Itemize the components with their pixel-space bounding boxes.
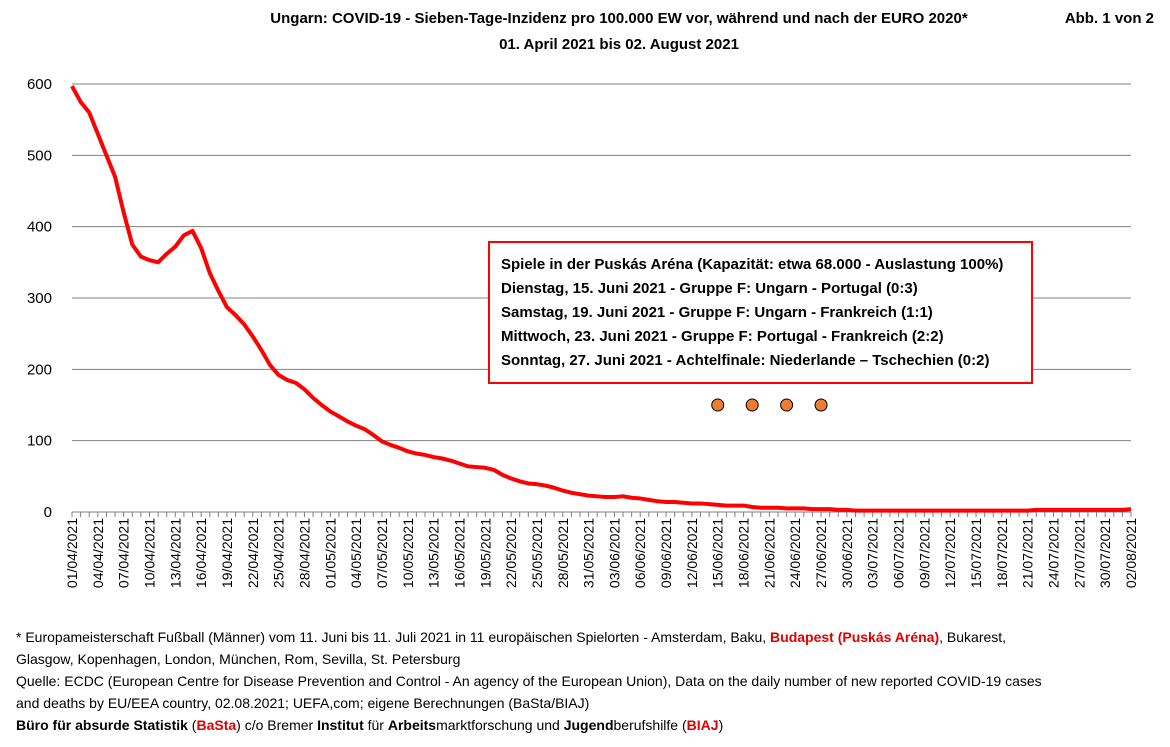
credit-part: Büro für absurde Statistik <box>16 717 188 733</box>
match-marker <box>745 398 759 412</box>
annotation-line: Sonntag, 27. Juni 2021 - Achtelfinale: N… <box>501 352 989 369</box>
credit-part: Institut <box>317 717 364 733</box>
footnote-line-1: * Europameisterschaft Fußball (Männer) v… <box>16 626 1156 648</box>
match-marker <box>780 398 794 412</box>
y-tick-label: 600 <box>27 76 52 93</box>
x-tick-label: 30/07/2021 <box>1097 518 1113 588</box>
figure-label: Abb. 1 von 2 <box>1064 10 1154 27</box>
x-tick-label: 04/04/2021 <box>90 518 106 588</box>
source-line-1: Quelle: ECDC (European Centre for Diseas… <box>16 673 1042 689</box>
x-tick-label: 31/05/2021 <box>581 518 597 588</box>
x-tick-label: 12/06/2021 <box>684 518 700 588</box>
annotation-line: Mittwoch, 23. Juni 2021 - Gruppe F: Port… <box>501 328 944 345</box>
source-line-2: and deaths by EU/EEA country, 02.08.2021… <box>16 695 590 711</box>
x-tick-label: 22/04/2021 <box>245 518 261 588</box>
y-tick-label: 100 <box>27 433 52 450</box>
x-tick-label: 15/06/2021 <box>710 518 726 588</box>
annotation-line: Spiele in der Puskás Aréna (Kapazität: e… <box>501 256 1003 273</box>
x-tick-label: 19/04/2021 <box>219 518 235 588</box>
x-tick-label: 25/04/2021 <box>271 518 287 588</box>
annotation-line: Dienstag, 15. Juni 2021 - Gruppe F: Unga… <box>501 280 918 297</box>
credit-part: ( <box>187 717 197 733</box>
y-tick-label: 500 <box>27 147 52 164</box>
x-tick-label: 10/05/2021 <box>400 518 416 588</box>
credit-part: berufshilfe ( <box>613 717 687 733</box>
series-line <box>70 85 1132 513</box>
x-tick-label: 25/05/2021 <box>529 518 545 588</box>
y-tick-label: 400 <box>27 219 52 236</box>
footnotes: * Europameisterschaft Fußball (Männer) v… <box>16 626 1156 736</box>
x-tick-label: 01/05/2021 <box>322 518 338 588</box>
x-tick-label: 03/06/2021 <box>606 518 622 588</box>
x-tick-label: 18/06/2021 <box>736 518 752 588</box>
x-tick-label: 06/06/2021 <box>632 518 648 588</box>
x-tick-label: 28/05/2021 <box>555 518 571 588</box>
x-tick-label: 07/05/2021 <box>374 518 390 588</box>
x-tick-label: 02/08/2021 <box>1123 518 1139 588</box>
x-tick-label: 27/07/2021 <box>1071 518 1087 588</box>
x-tick-label: 16/04/2021 <box>193 518 209 588</box>
credit-part: BaSta <box>196 717 237 733</box>
y-tick-label: 300 <box>27 290 52 307</box>
x-tick-label: 04/05/2021 <box>348 518 364 588</box>
footnote-highlight: Budapest (Puskás Aréna) <box>770 629 940 645</box>
credit-part: ) <box>718 717 724 733</box>
y-tick-label: 0 <box>44 504 52 521</box>
match-marker <box>814 398 828 412</box>
x-tick-label: 24/06/2021 <box>787 518 803 588</box>
credit-part: ) c/o Bremer <box>236 717 318 733</box>
x-tick-label: 10/04/2021 <box>141 518 157 588</box>
x-tick-label: 01/04/2021 <box>64 518 80 588</box>
x-tick-label: 12/07/2021 <box>942 518 958 588</box>
x-tick-label: 13/04/2021 <box>167 518 183 588</box>
x-tick-label: 16/05/2021 <box>451 518 467 588</box>
x-tick-label: 18/07/2021 <box>994 518 1010 588</box>
annotation-line: Samstag, 19. Juni 2021 - Gruppe F: Ungar… <box>501 304 933 321</box>
x-tick-label: 22/05/2021 <box>503 518 519 588</box>
x-tick-label: 21/06/2021 <box>761 518 777 588</box>
line-chart: 0 100 200 300 400 500 600 01/04/2021 04/04/2021 0… <box>27 76 1139 588</box>
y-tick-label: 200 <box>27 361 52 378</box>
credit-part: Jugend <box>563 717 614 733</box>
chart-subtitle: 01. April 2021 bis 02. August 2021 <box>499 36 739 53</box>
match-marker <box>711 398 725 412</box>
x-tick-label: 07/04/2021 <box>116 518 132 588</box>
x-tick-label: 09/06/2021 <box>658 518 674 588</box>
x-tick-label: 19/05/2021 <box>477 518 493 588</box>
credit-line: Büro für absurde Statistik (BaSta) c/o B… <box>16 714 1156 736</box>
x-tick-label: 09/07/2021 <box>916 518 932 588</box>
chart-title: Ungarn: COVID-19 - Sieben-Tage-Inzidenz … <box>270 10 968 27</box>
x-tick-label: 21/07/2021 <box>1020 518 1036 588</box>
credit-part: für <box>363 717 388 733</box>
footnote-text: , Bukarest, <box>939 629 1007 645</box>
x-tick-label: 15/07/2021 <box>968 518 984 588</box>
x-tick-label: 06/07/2021 <box>891 518 907 588</box>
x-tick-label: 03/07/2021 <box>865 518 881 588</box>
x-tick-label: 13/05/2021 <box>426 518 442 588</box>
x-tick-label: 30/06/2021 <box>839 518 855 588</box>
x-tick-label: 28/04/2021 <box>296 518 312 588</box>
x-tick-label: 27/06/2021 <box>813 518 829 588</box>
credit-part: Arbeits <box>387 717 437 733</box>
credit-part: BIAJ <box>686 717 719 733</box>
annotation-box <box>488 241 1033 384</box>
footnote-text: * Europameisterschaft Fußball (Männer) v… <box>16 629 771 645</box>
footnote-line-2: Glasgow, Kopenhagen, London, München, Ro… <box>16 651 461 667</box>
x-tick-label: 24/07/2021 <box>1046 518 1062 588</box>
credit-part: marktforschung und <box>436 717 564 733</box>
